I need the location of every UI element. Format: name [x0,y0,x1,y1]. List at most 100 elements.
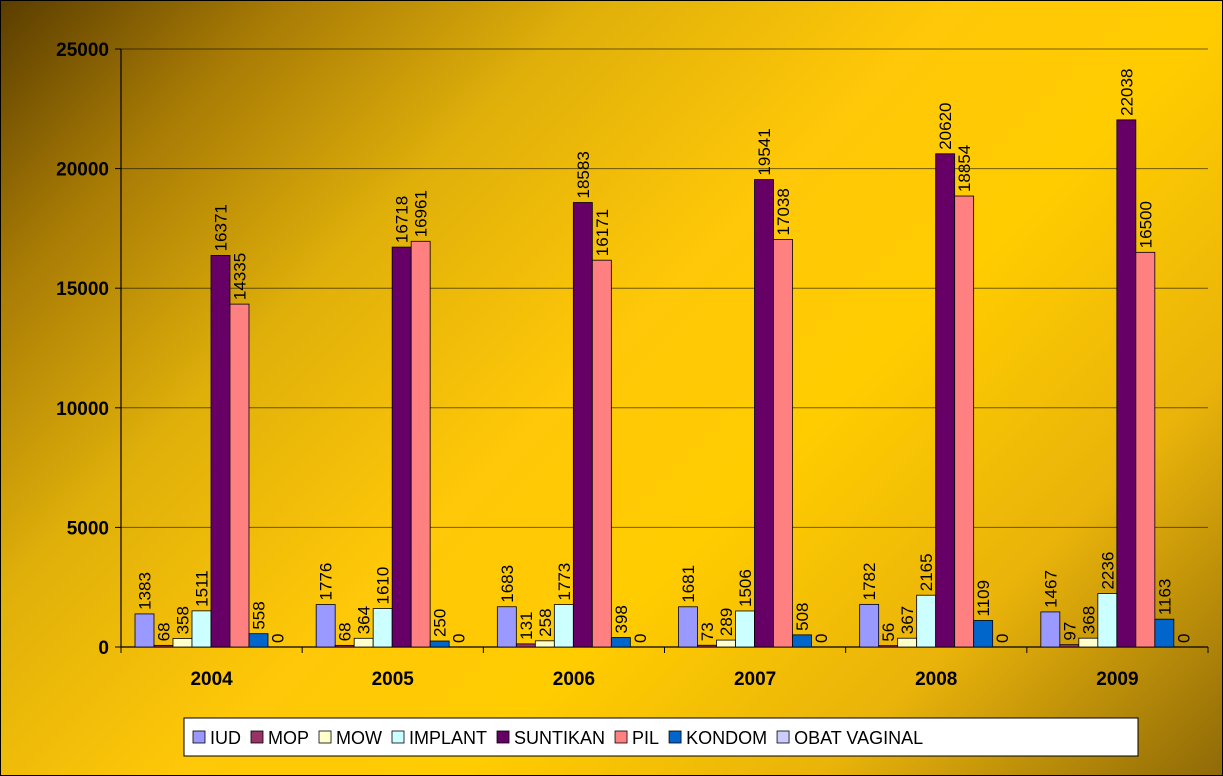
bar [878,645,899,648]
data-label: 1610 [374,567,393,605]
bar [773,239,793,648]
data-label: 0 [993,634,1012,643]
bar [716,639,736,648]
bar [153,644,174,648]
bar [735,610,755,648]
bar [1154,618,1175,648]
bar [859,603,880,648]
data-label: 398 [612,605,631,633]
data-label: 1776 [317,563,336,601]
bar [935,153,956,648]
bar [954,195,975,648]
data-label: 364 [355,606,374,634]
x-tick-label: 2007 [734,669,776,690]
bar [916,594,937,648]
bar [792,634,812,648]
data-label: 508 [793,602,812,630]
data-label: 358 [174,606,193,634]
legend-swatch [496,730,510,744]
legend-swatch [668,730,682,744]
legend-label: SUNTIKAN [514,728,605,748]
bar [1059,644,1080,648]
legend-swatch [318,730,332,744]
data-label: 56 [879,623,898,642]
data-label: 1109 [974,580,993,617]
bar [754,179,774,648]
bar [973,620,994,648]
data-label: 19541 [755,128,774,175]
data-label: 16500 [1136,201,1155,248]
data-label: 18854 [955,145,974,192]
data-label: 1383 [136,572,155,610]
data-label: 1467 [1041,570,1060,608]
data-label: 73 [698,622,717,641]
bar [515,643,536,648]
data-label: 22038 [1117,69,1136,116]
bar [534,640,555,648]
x-tick-label: 2005 [372,669,415,690]
data-label: 16171 [593,209,612,256]
data-label: 68 [336,622,355,641]
data-label: 20620 [936,102,955,149]
bar [134,613,155,648]
bar [1040,611,1061,648]
data-label: 2236 [1098,552,1117,590]
bar [210,255,231,648]
data-label: 0 [1174,634,1193,643]
data-label: 0 [269,634,288,643]
legend-label: MOW [336,728,382,748]
y-tick-label: 5000 [67,518,109,539]
bar [610,637,631,648]
legend-label: OBAT VAGINAL [794,728,923,748]
bar [1135,251,1156,648]
bar [410,240,431,648]
data-label: 97 [1060,622,1079,641]
y-tick-label: 15000 [56,279,109,300]
legend-swatch [391,730,405,744]
data-label: 16718 [393,196,412,243]
data-label: 131 [517,611,536,639]
bar [248,633,269,648]
data-label: 0 [631,634,650,643]
bar [353,637,374,648]
data-label: 367 [898,606,917,634]
bar [172,638,193,648]
x-tick-label: 2009 [1096,669,1138,690]
data-label: 1511 [193,570,212,607]
data-label: 250 [431,609,450,637]
data-label: 1773 [555,563,574,601]
bar [315,604,336,648]
data-label: 1782 [860,563,879,601]
data-label: 2165 [917,553,936,591]
x-tick-label: 2006 [553,669,595,690]
bar [572,202,593,648]
y-tick-label: 20000 [56,160,109,181]
data-label: 16961 [412,190,431,237]
y-tick-label: 25000 [56,40,109,61]
bar [1116,119,1137,648]
legend-label: IMPLANT [409,728,487,748]
y-tick-label: 0 [98,638,109,659]
bar [496,606,517,648]
legend-label: IUD [210,728,241,748]
data-label: 68 [155,622,174,641]
bar [697,644,717,648]
data-label: 289 [717,608,736,636]
data-label: 0 [450,634,469,643]
bar [897,637,918,648]
bar [334,644,355,648]
bar [372,608,393,648]
data-label: 0 [812,634,831,643]
bar [1097,593,1118,648]
bar [429,640,450,648]
legend-box [183,717,1139,757]
data-label: 17038 [774,188,793,235]
bar [391,246,412,648]
data-label: 558 [250,601,269,629]
bar [553,604,574,648]
data-label: 1506 [736,569,755,607]
x-tick-label: 2008 [915,669,957,690]
bar [1078,637,1099,648]
